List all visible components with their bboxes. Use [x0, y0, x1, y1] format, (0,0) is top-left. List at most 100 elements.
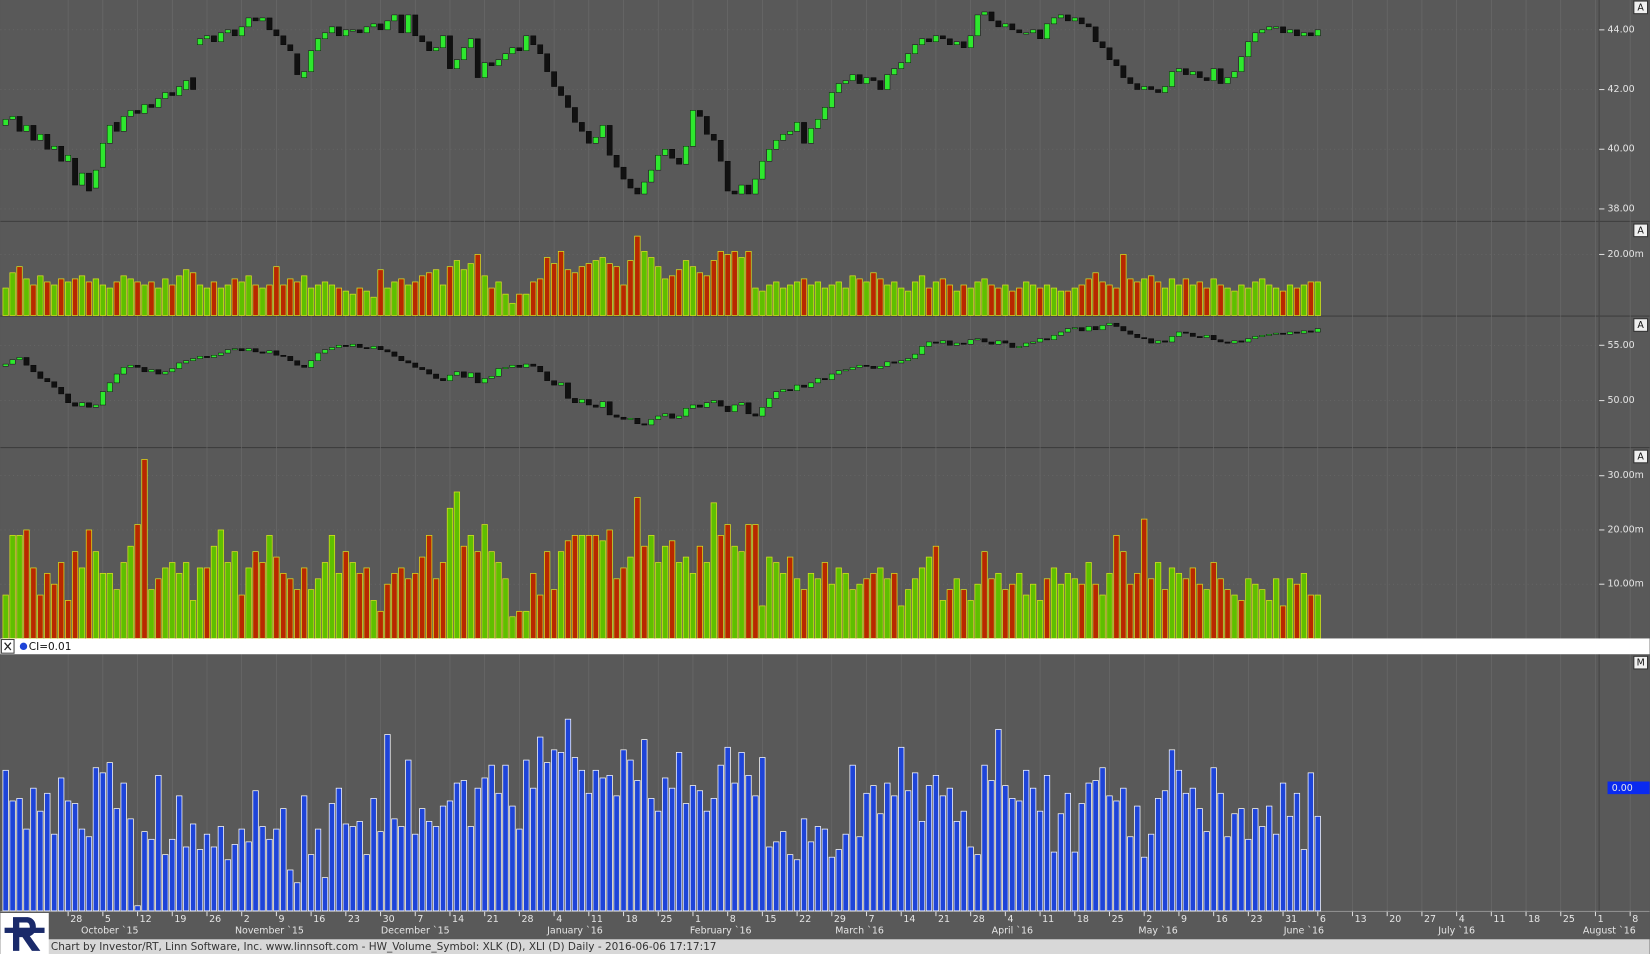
bar — [974, 854, 981, 912]
bar — [148, 281, 155, 316]
candle-body — [51, 146, 58, 150]
panel-button[interactable] — [1633, 223, 1649, 238]
bar — [412, 833, 419, 912]
bar — [398, 278, 405, 316]
candle-body — [106, 382, 113, 392]
footer-bar — [0, 939, 1650, 954]
candle-body — [224, 349, 231, 354]
candle-body — [1002, 23, 1009, 28]
candle-body — [523, 363, 530, 368]
candle-body — [634, 418, 641, 425]
candle-body — [1051, 335, 1057, 340]
x-tick-label: 14 — [903, 914, 915, 925]
bar — [509, 302, 516, 316]
bar — [863, 578, 870, 639]
candle-body — [662, 413, 669, 417]
bar — [557, 752, 565, 912]
bar — [995, 572, 1002, 639]
bar — [807, 284, 815, 316]
bar — [1141, 856, 1148, 912]
bar — [564, 540, 572, 639]
candle-body — [93, 404, 99, 408]
bar — [1224, 287, 1231, 316]
bar — [606, 529, 613, 639]
candle-body — [1030, 341, 1036, 344]
candle-body — [280, 355, 287, 357]
candle-body — [259, 17, 266, 22]
bar — [898, 746, 905, 912]
panel-button-label[interactable]: A — [1637, 320, 1644, 331]
panel-button[interactable] — [1633, 449, 1649, 464]
bar — [1266, 805, 1273, 912]
bar — [356, 287, 363, 316]
bar — [669, 787, 676, 912]
candle-body — [44, 134, 51, 150]
indicator-label: CI=0.01 — [29, 641, 72, 653]
bar — [1252, 583, 1259, 639]
candle-body — [495, 368, 502, 377]
bar — [1307, 594, 1314, 639]
candle-body — [148, 369, 155, 373]
bar — [856, 836, 863, 912]
bar — [1252, 808, 1259, 912]
candle-body — [835, 370, 842, 375]
x-tick-label: 2 — [244, 914, 250, 925]
bar — [967, 287, 974, 316]
candle-body — [1051, 17, 1057, 25]
candle-body — [558, 86, 564, 96]
indicator-bar — [0, 638, 1650, 655]
candle-body — [106, 125, 113, 144]
panel-button-label[interactable]: A — [1637, 452, 1644, 463]
bar — [453, 491, 461, 639]
candle-body — [398, 356, 405, 361]
bar — [37, 275, 44, 316]
bar — [863, 281, 870, 316]
candle-body — [1071, 327, 1078, 330]
panel-button-label[interactable]: M — [1637, 658, 1645, 669]
bar — [280, 572, 287, 639]
candle-body — [259, 351, 266, 354]
bar — [1224, 836, 1231, 912]
candle-body — [287, 356, 294, 361]
candle-body — [1217, 339, 1224, 343]
bar — [599, 777, 606, 912]
candle-body — [794, 384, 800, 391]
candle-body — [329, 26, 335, 34]
bar — [426, 821, 433, 912]
bar — [1203, 589, 1210, 639]
bar — [363, 854, 370, 912]
bar — [828, 856, 835, 912]
bar — [877, 567, 884, 639]
panel-button[interactable] — [1633, 655, 1649, 670]
bar — [1300, 572, 1307, 639]
bar — [1286, 284, 1294, 316]
bar — [384, 734, 391, 912]
candle-body — [1266, 334, 1273, 336]
bar — [384, 583, 391, 639]
bar — [974, 583, 981, 639]
panel-button[interactable] — [1633, 318, 1649, 332]
bar — [905, 790, 912, 912]
bar — [162, 567, 169, 639]
panel-button-label[interactable]: A — [1637, 2, 1644, 13]
candle-body — [926, 38, 932, 42]
candle-body — [509, 47, 516, 54]
bar — [1113, 287, 1120, 316]
x-tick-label: 13 — [1355, 914, 1367, 925]
candle-body — [933, 35, 939, 42]
panel-button-label[interactable]: A — [1637, 225, 1644, 236]
bar — [391, 281, 398, 316]
panel-button[interactable] — [1633, 0, 1649, 15]
bar — [349, 826, 356, 912]
candle-body — [1127, 77, 1134, 84]
candle-body — [710, 400, 717, 404]
candle-body — [745, 184, 752, 195]
bar — [1071, 287, 1078, 316]
bar — [474, 787, 481, 912]
bar — [30, 567, 37, 639]
bar — [905, 290, 912, 316]
candle-body — [204, 356, 210, 358]
candle-body — [370, 23, 377, 28]
candle-body — [1203, 335, 1210, 338]
bar — [662, 777, 669, 912]
